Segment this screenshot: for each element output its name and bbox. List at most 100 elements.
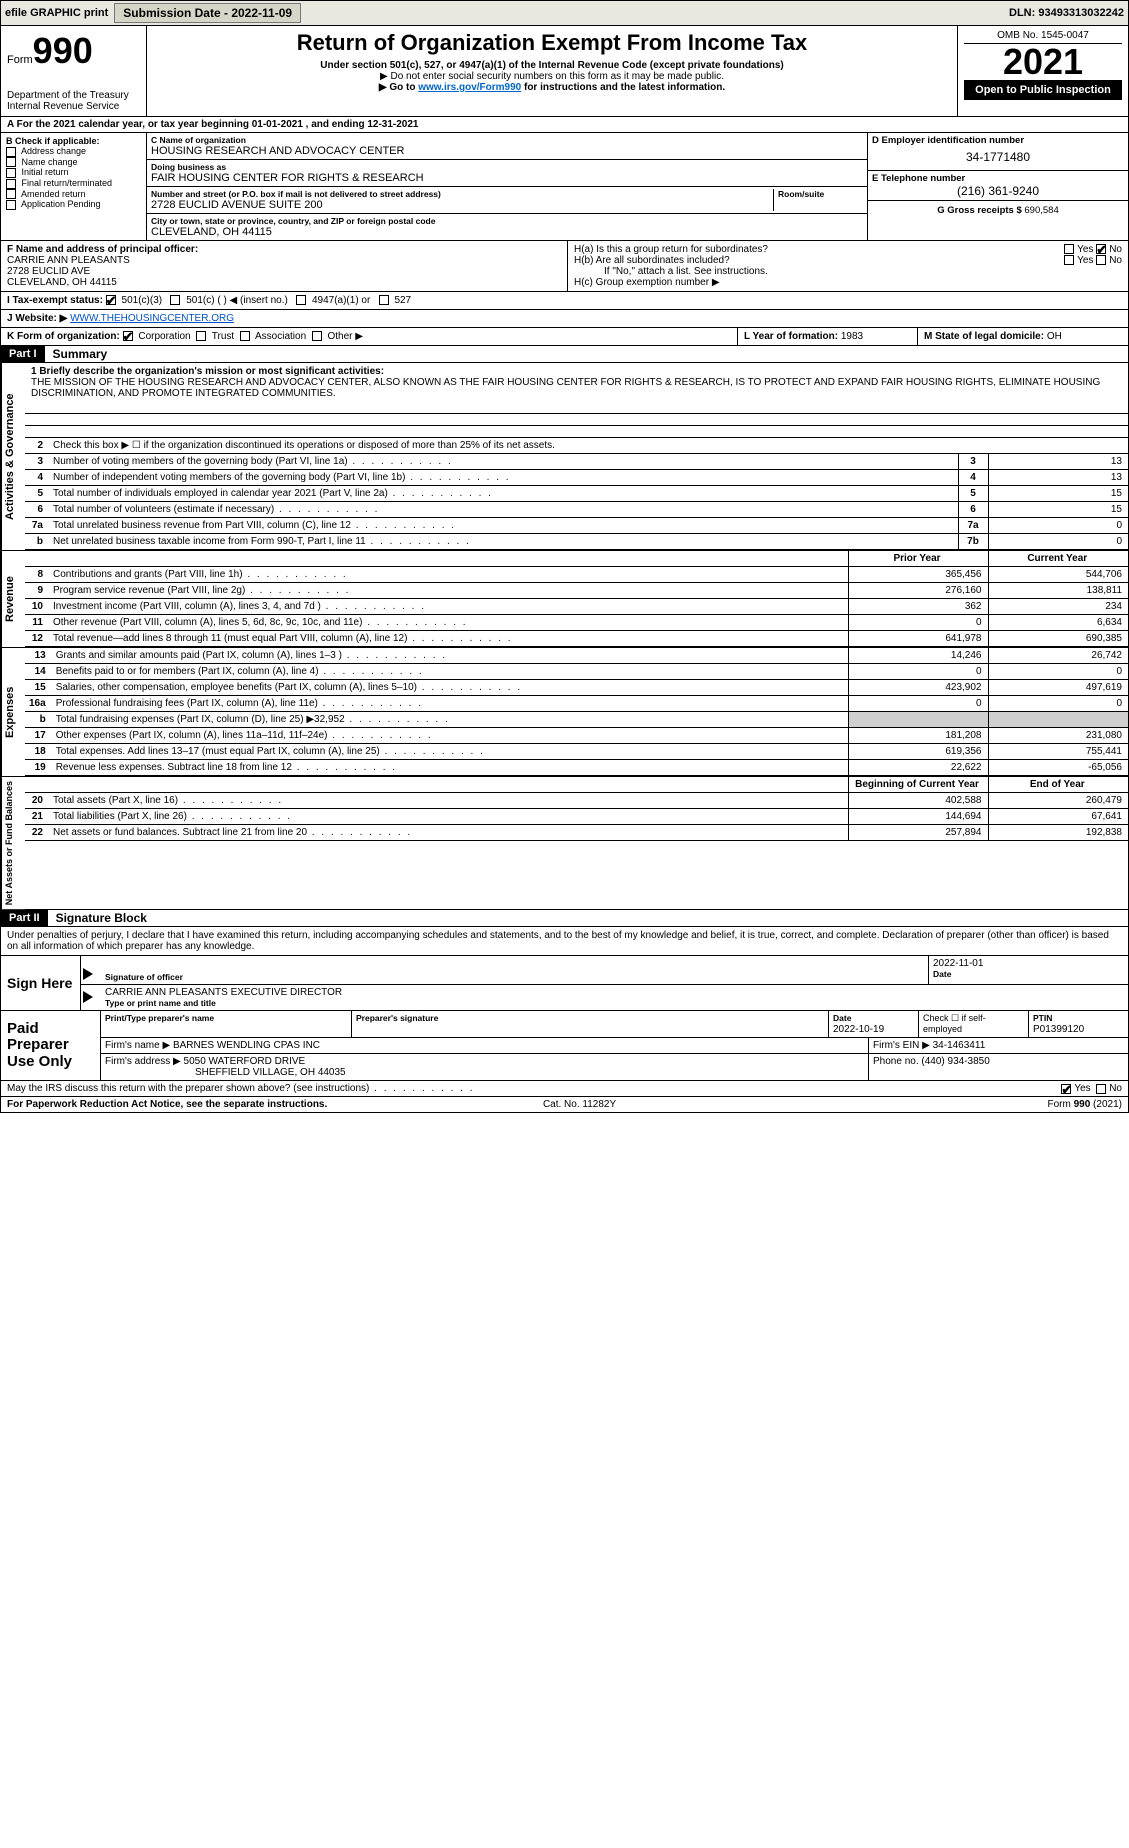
table-row: 16aProfessional fundraising fees (Part I… bbox=[25, 696, 1128, 712]
box-h: H(a) Is this a group return for subordin… bbox=[568, 241, 1128, 291]
form-label: Form bbox=[7, 54, 33, 66]
table-row: 22Net assets or fund balances. Subtract … bbox=[25, 825, 1128, 841]
table-row: 7aTotal unrelated business revenue from … bbox=[25, 518, 1128, 534]
firm-phone: (440) 934-3850 bbox=[921, 1056, 989, 1067]
table-row: 10Investment income (Part VIII, column (… bbox=[25, 599, 1128, 615]
gross-receipts: 690,584 bbox=[1024, 205, 1058, 216]
firm-ein: 34-1463411 bbox=[933, 1040, 986, 1051]
box-bcdeg: B Check if applicable: Address change Na… bbox=[0, 133, 1129, 241]
table-row: 15Salaries, other compensation, employee… bbox=[25, 680, 1128, 696]
table-row: 20Total assets (Part X, line 16)402,5882… bbox=[25, 793, 1128, 809]
footer: For Paperwork Reduction Act Notice, see … bbox=[0, 1097, 1129, 1113]
part1-header: Part I Summary bbox=[0, 346, 1129, 363]
governance-table: 2Check this box ▶ ☐ if the organization … bbox=[25, 438, 1128, 550]
table-row: bNet unrelated business taxable income f… bbox=[25, 534, 1128, 550]
arrow-icon bbox=[83, 968, 93, 980]
vtab-governance: Activities & Governance bbox=[1, 363, 25, 550]
vtab-revenue: Revenue bbox=[1, 551, 25, 647]
form-note-link: ▶ Go to www.irs.gov/Form990 for instruct… bbox=[153, 82, 951, 93]
paid-preparer-label: Paid Preparer Use Only bbox=[1, 1011, 101, 1080]
boxb-item: Address change bbox=[6, 146, 141, 157]
state-domicile: OH bbox=[1047, 331, 1062, 342]
form-note-ssn: ▶ Do not enter social security numbers o… bbox=[153, 71, 951, 82]
box-b: B Check if applicable: Address change Na… bbox=[1, 133, 146, 241]
table-row: 2Check this box ▶ ☐ if the organization … bbox=[25, 438, 1128, 454]
table-row: 11Other revenue (Part VIII, column (A), … bbox=[25, 615, 1128, 631]
section-netassets: Net Assets or Fund Balances Beginning of… bbox=[0, 776, 1129, 910]
street-address: 2728 EUCLID AVENUE SUITE 200 bbox=[151, 199, 773, 211]
year-formation: 1983 bbox=[841, 331, 863, 342]
dba-name: FAIR HOUSING CENTER FOR RIGHTS & RESEARC… bbox=[151, 172, 863, 184]
revenue-table: Prior YearCurrent Year8Contributions and… bbox=[25, 551, 1128, 647]
table-row: 13Grants and similar amounts paid (Part … bbox=[25, 648, 1128, 664]
tax-year: 2021 bbox=[964, 44, 1122, 80]
vtab-expenses: Expenses bbox=[1, 648, 25, 776]
firm-name: BARNES WENDLING CPAS INC bbox=[173, 1040, 320, 1051]
paid-preparer-block: Paid Preparer Use Only Print/Type prepar… bbox=[0, 1011, 1129, 1081]
officer-typed: CARRIE ANN PLEASANTS EXECUTIVE DIRECTOR bbox=[105, 987, 1124, 998]
firm-addr1: 5050 WATERFORD DRIVE bbox=[184, 1056, 306, 1067]
arrow-icon bbox=[83, 991, 93, 1003]
box-fh: F Name and address of principal officer:… bbox=[0, 241, 1129, 292]
form-title: Return of Organization Exempt From Incom… bbox=[153, 30, 951, 56]
box-deg: D Employer identification number 34-1771… bbox=[868, 133, 1128, 241]
form-id-cell: Form990 Department of the Treasury Inter… bbox=[1, 26, 146, 116]
table-row: 14Benefits paid to or for members (Part … bbox=[25, 664, 1128, 680]
phone-value: (216) 361-9240 bbox=[872, 184, 1124, 198]
table-row: 5Total number of individuals employed in… bbox=[25, 486, 1128, 502]
firm-addr2: SHEFFIELD VILLAGE, OH 44035 bbox=[105, 1067, 346, 1078]
form-header: Form990 Department of the Treasury Inter… bbox=[0, 26, 1129, 117]
table-row: 6Total number of volunteers (estimate if… bbox=[25, 502, 1128, 518]
table-row: 17Other expenses (Part IX, column (A), l… bbox=[25, 728, 1128, 744]
part2-header: Part II Signature Block bbox=[0, 910, 1129, 927]
box-f: F Name and address of principal officer:… bbox=[1, 241, 568, 291]
box-i: I Tax-exempt status: 501(c)(3) 501(c) ( … bbox=[0, 292, 1129, 310]
preparer-date: 2022-10-19 bbox=[833, 1024, 884, 1035]
table-row: 18Total expenses. Add lines 13–17 (must … bbox=[25, 744, 1128, 760]
ptin: P01399120 bbox=[1033, 1024, 1084, 1035]
table-row: 19Revenue less expenses. Subtract line 1… bbox=[25, 760, 1128, 776]
table-row: bTotal fundraising expenses (Part IX, co… bbox=[25, 712, 1128, 728]
efile-topbar: efile GRAPHIC print Submission Date - 20… bbox=[0, 0, 1129, 26]
expenses-table: 13Grants and similar amounts paid (Part … bbox=[25, 648, 1128, 776]
irs-link[interactable]: www.irs.gov/Form990 bbox=[418, 82, 521, 93]
box-klm: K Form of organization: Corporation Trus… bbox=[0, 328, 1129, 346]
website-link[interactable]: WWW.THEHOUSINGCENTER.ORG bbox=[70, 313, 234, 324]
box-c: C Name of organization HOUSING RESEARCH … bbox=[146, 133, 868, 241]
mission-text: THE MISSION OF THE HOUSING RESEARCH AND … bbox=[31, 377, 1100, 399]
sign-date: 2022-11-01 bbox=[933, 958, 1124, 969]
sign-here-label: Sign Here bbox=[1, 956, 81, 1010]
dept-treasury: Department of the Treasury bbox=[7, 90, 140, 101]
boxb-item: Amended return bbox=[6, 189, 141, 200]
section-revenue: Revenue Prior YearCurrent Year8Contribut… bbox=[0, 550, 1129, 647]
boxb-item: Name change bbox=[6, 157, 141, 168]
open-to-public-badge: Open to Public Inspection bbox=[964, 80, 1122, 100]
box-j: J Website: ▶ WWW.THEHOUSINGCENTER.ORG bbox=[0, 310, 1129, 328]
vtab-netassets: Net Assets or Fund Balances bbox=[1, 777, 25, 909]
form-number: 990 bbox=[33, 30, 93, 71]
sign-here-block: Sign Here Signature of officer 2022-11-0… bbox=[0, 956, 1129, 1011]
table-row: 4Number of independent voting members of… bbox=[25, 470, 1128, 486]
form-subtitle: Under section 501(c), 527, or 4947(a)(1)… bbox=[153, 60, 951, 71]
discuss-row: May the IRS discuss this return with the… bbox=[0, 1081, 1129, 1097]
efile-label: efile GRAPHIC print bbox=[5, 7, 108, 19]
boxb-item: Final return/terminated bbox=[6, 178, 141, 189]
line-a-period: A For the 2021 calendar year, or tax yea… bbox=[0, 117, 1129, 133]
table-row: 21Total liabilities (Part X, line 26)144… bbox=[25, 809, 1128, 825]
officer-name: CARRIE ANN PLEASANTS bbox=[7, 255, 130, 266]
table-row: 8Contributions and grants (Part VIII, li… bbox=[25, 567, 1128, 583]
dln-label: DLN: 93493313032242 bbox=[1009, 7, 1124, 19]
header-title-block: Return of Organization Exempt From Incom… bbox=[146, 26, 958, 116]
submission-date-button[interactable]: Submission Date - 2022-11-09 bbox=[114, 3, 301, 23]
section-expenses: Expenses 13Grants and similar amounts pa… bbox=[0, 647, 1129, 776]
section-governance: Activities & Governance 1 Briefly descri… bbox=[0, 363, 1129, 550]
tax-status-501c3-checkbox[interactable] bbox=[106, 295, 116, 305]
irs-label: Internal Revenue Service bbox=[7, 101, 140, 112]
ein-value: 34-1771480 bbox=[872, 146, 1124, 168]
table-row: 12Total revenue—add lines 8 through 11 (… bbox=[25, 631, 1128, 647]
boxb-item: Application Pending bbox=[6, 199, 141, 210]
penalty-statement: Under penalties of perjury, I declare th… bbox=[0, 927, 1129, 956]
table-row: 3Number of voting members of the governi… bbox=[25, 454, 1128, 470]
org-name: HOUSING RESEARCH AND ADVOCACY CENTER bbox=[151, 145, 863, 157]
boxb-item: Initial return bbox=[6, 167, 141, 178]
